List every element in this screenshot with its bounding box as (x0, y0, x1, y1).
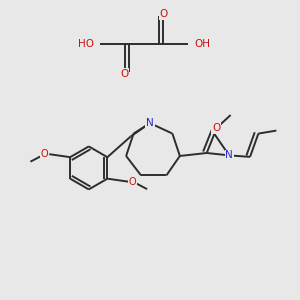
Text: O: O (41, 149, 49, 159)
Text: OH: OH (194, 39, 210, 49)
Text: N: N (146, 118, 154, 128)
Text: O: O (121, 69, 129, 79)
Text: O: O (159, 9, 168, 19)
Text: HO: HO (78, 39, 94, 49)
Text: O: O (129, 177, 136, 187)
Text: O: O (212, 123, 220, 133)
Text: N: N (225, 150, 233, 161)
